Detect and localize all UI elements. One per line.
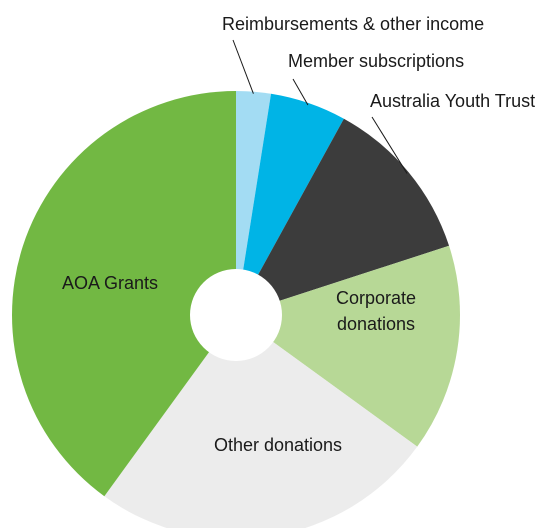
slice-reimbursements-and-other-income (236, 91, 272, 315)
label-other-donations: Other donations (214, 435, 342, 455)
leader-lines (232, 39, 408, 174)
slice-australia-youth-trust (236, 118, 450, 316)
leader-member-subscriptions (292, 78, 309, 106)
label-australia-youth-trust: Australia Youth Trust (370, 91, 535, 111)
label-corporate-donations: Corporate donations (336, 288, 416, 334)
donut-hole (190, 269, 282, 361)
label-member-subscriptions: Member subscriptions (288, 51, 464, 71)
label-reimbursements-and-other-income: Reimbursements & other income (222, 14, 484, 34)
slice-member-subscriptions (236, 93, 344, 315)
slice-other-donations (104, 315, 418, 528)
slice-group (12, 91, 461, 528)
slice-corporate-donations (236, 245, 461, 447)
label-aoa-grants: AOA Grants (62, 273, 158, 293)
leader-australia-youth-trust (371, 116, 408, 174)
leader-reimbursements-and-other-income (232, 39, 254, 94)
slice-labels: Reimbursements & other income Member subs… (62, 14, 535, 455)
slice-aoa-grants (12, 91, 237, 497)
